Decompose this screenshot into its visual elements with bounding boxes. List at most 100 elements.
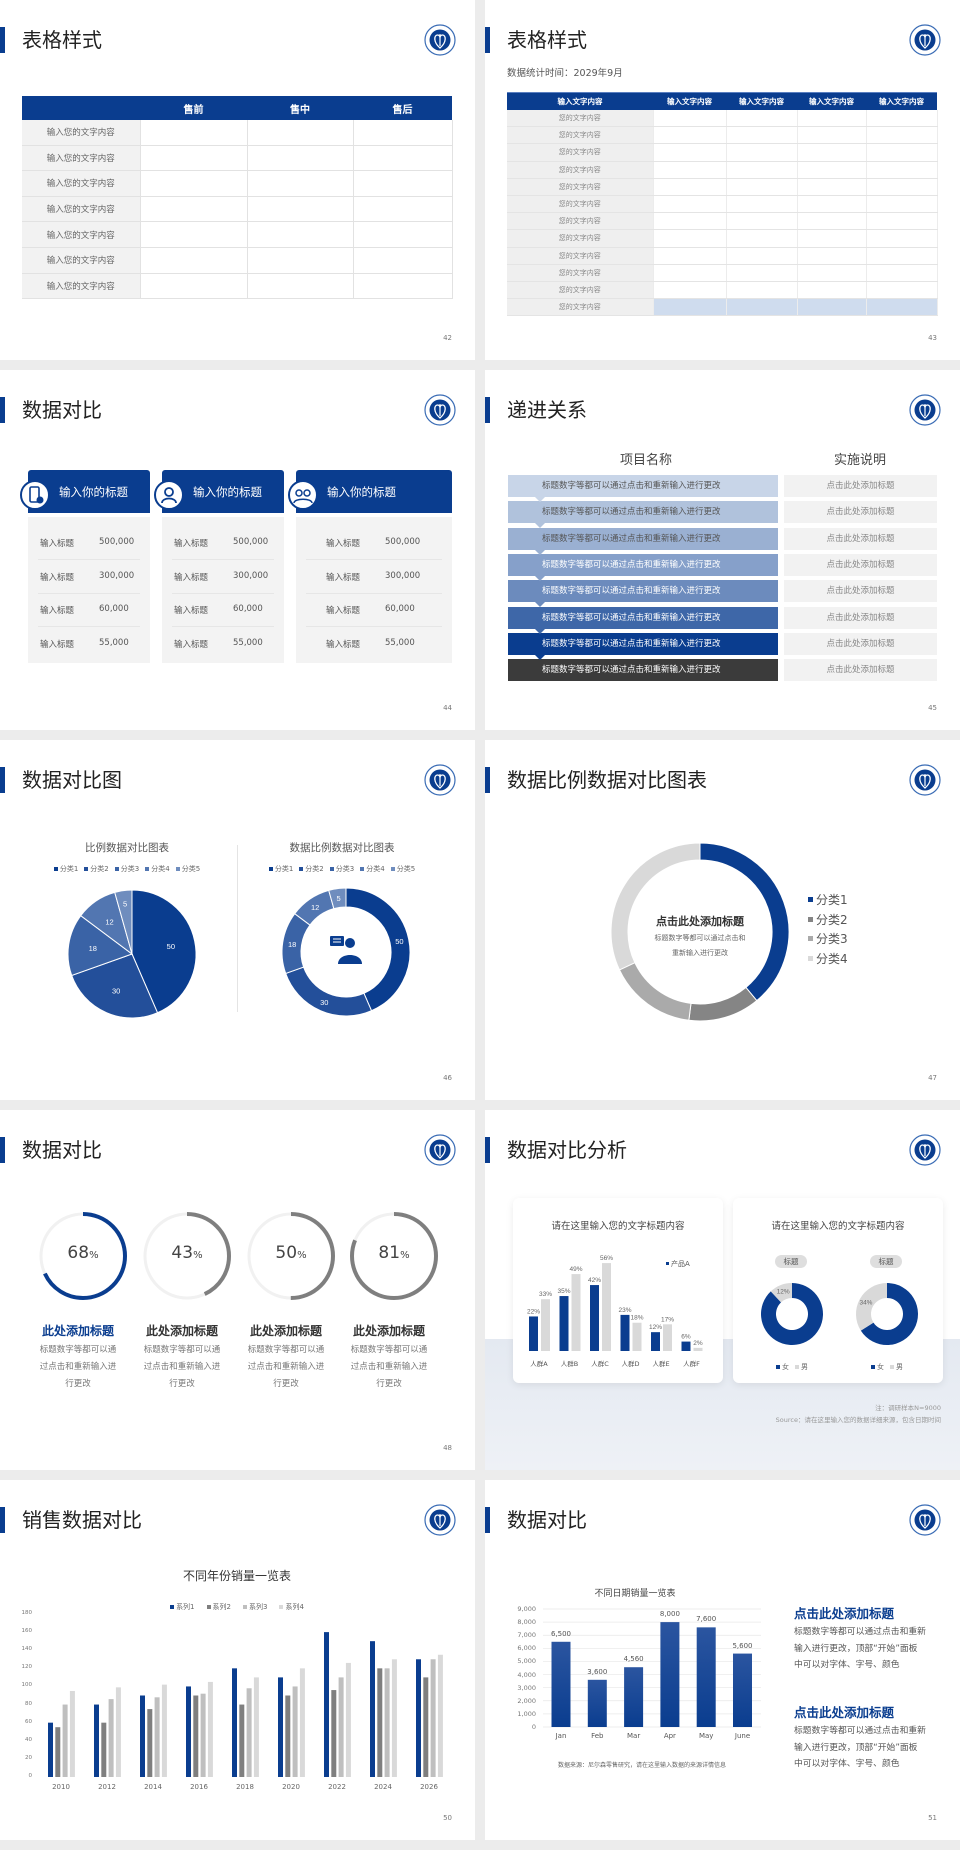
- row-label: 输入标题: [40, 606, 75, 617]
- table-cell[interactable]: [247, 145, 354, 172]
- table-cell[interactable]: [797, 195, 867, 214]
- table-cell[interactable]: [140, 221, 248, 248]
- table-cell[interactable]: [653, 212, 727, 231]
- table-cell[interactable]: [726, 212, 798, 231]
- table-cell[interactable]: [866, 195, 938, 214]
- table-cell[interactable]: [653, 195, 727, 214]
- table-cell[interactable]: [726, 247, 798, 265]
- table-cell[interactable]: [247, 170, 354, 197]
- step-note[interactable]: 点击此处添加标题: [784, 527, 937, 550]
- table-cell[interactable]: [353, 145, 453, 172]
- table-cell[interactable]: [797, 126, 867, 145]
- table-cell[interactable]: [866, 143, 938, 162]
- block-heading[interactable]: 点击此处添加标题: [794, 1606, 895, 1621]
- table-cell[interactable]: [653, 143, 727, 162]
- highlighted-cell[interactable]: [866, 298, 938, 317]
- table-cell[interactable]: [866, 264, 938, 282]
- block-text: 输入进行更改，顶部“开始”面板: [794, 1742, 918, 1753]
- table-cell[interactable]: [797, 247, 867, 265]
- item-title[interactable]: 此处添加标题: [352, 1324, 425, 1338]
- table-cell[interactable]: [353, 170, 453, 197]
- table-cell[interactable]: [797, 212, 867, 231]
- progression-step[interactable]: 标题数字等都可以通过点击和重新输入进行更改: [508, 527, 778, 555]
- step-note[interactable]: 点击此处添加标题: [784, 553, 937, 576]
- table-cell[interactable]: [140, 120, 248, 146]
- table-cell[interactable]: [353, 120, 453, 146]
- table-cell[interactable]: [797, 143, 867, 162]
- progression-step[interactable]: 标题数字等都可以通过点击和重新输入进行更改: [508, 475, 778, 502]
- table-cell[interactable]: [726, 161, 798, 179]
- table-cell[interactable]: [726, 126, 798, 145]
- table-cell[interactable]: [726, 143, 798, 162]
- table-cell[interactable]: [653, 281, 727, 300]
- table-cell[interactable]: [726, 110, 798, 128]
- table-cell[interactable]: [866, 110, 938, 128]
- table-cell[interactable]: [247, 196, 354, 223]
- table-cell[interactable]: [866, 126, 938, 145]
- table-cell[interactable]: [797, 229, 867, 248]
- step-note[interactable]: 点击此处添加标题: [784, 632, 937, 655]
- table-cell[interactable]: [726, 229, 798, 248]
- highlighted-cell[interactable]: [726, 298, 798, 317]
- table-cell[interactable]: [140, 170, 248, 197]
- item-title[interactable]: 此处添加标题: [41, 1324, 114, 1338]
- item-title[interactable]: 此处添加标题: [145, 1324, 218, 1338]
- table-row: 您的文字内容: [507, 178, 938, 196]
- progression-step[interactable]: 标题数字等都可以通过点击和重新输入进行更改: [508, 501, 778, 529]
- step-note[interactable]: 点击此处添加标题: [784, 580, 937, 603]
- table-cell[interactable]: [653, 161, 727, 179]
- table-cell[interactable]: [726, 281, 798, 300]
- table-cell[interactable]: [726, 264, 798, 282]
- progression-step[interactable]: 标题数字等都可以通过点击和重新输入进行更改: [508, 553, 778, 581]
- data-label: 12: [311, 903, 319, 912]
- progression-step[interactable]: 标题数字等都可以通过点击和重新输入进行更改: [508, 580, 778, 608]
- table-cell[interactable]: [653, 178, 727, 196]
- table-cell[interactable]: [797, 281, 867, 300]
- item-description: 行更改: [169, 1379, 195, 1389]
- progression-step[interactable]: 标题数字等都可以通过点击和重新输入进行更改: [508, 632, 778, 660]
- step-note[interactable]: 点击此处添加标题: [784, 475, 937, 497]
- table-cell[interactable]: [866, 161, 938, 179]
- table-cell[interactable]: [140, 145, 248, 172]
- table-cell[interactable]: [247, 120, 354, 146]
- item-description: 标题数字等都可以通: [350, 1345, 428, 1355]
- highlighted-cell[interactable]: [653, 298, 727, 317]
- table-cell[interactable]: [866, 247, 938, 265]
- table-cell[interactable]: [726, 178, 798, 196]
- table-cell[interactable]: [140, 196, 248, 223]
- table-cell[interactable]: [797, 264, 867, 282]
- block-heading[interactable]: 点击此处添加标题: [794, 1705, 895, 1720]
- table-cell[interactable]: [653, 229, 727, 248]
- step-note[interactable]: 点击此处添加标题: [784, 501, 937, 524]
- table-cell[interactable]: [353, 221, 453, 248]
- table-cell[interactable]: [353, 273, 453, 300]
- table-cell[interactable]: [797, 161, 867, 179]
- legend-swatch: [890, 1365, 894, 1369]
- table-cell[interactable]: [866, 281, 938, 300]
- table-cell[interactable]: [866, 178, 938, 196]
- table-cell[interactable]: [653, 110, 727, 128]
- agent-speech-bubble-icon: [330, 936, 344, 946]
- item-title[interactable]: 此处添加标题: [249, 1324, 322, 1338]
- table-cell[interactable]: [866, 229, 938, 248]
- table-cell[interactable]: [797, 178, 867, 196]
- table-cell[interactable]: [247, 273, 354, 300]
- center-title[interactable]: 点击此处添加标题: [656, 915, 744, 928]
- progression-step[interactable]: 标题数字等都可以通过点击和重新输入进行更改: [508, 659, 778, 682]
- table-cell[interactable]: [726, 195, 798, 214]
- step-note[interactable]: 点击此处添加标题: [784, 606, 937, 629]
- step-note[interactable]: 点击此处添加标题: [784, 659, 937, 682]
- table-cell[interactable]: [653, 264, 727, 282]
- highlighted-cell[interactable]: [797, 298, 867, 317]
- table-cell[interactable]: [866, 212, 938, 231]
- progression-step[interactable]: 标题数字等都可以通过点击和重新输入进行更改: [508, 606, 778, 634]
- table-cell[interactable]: [653, 247, 727, 265]
- table-cell[interactable]: [353, 247, 453, 274]
- table-cell[interactable]: [247, 221, 354, 248]
- table-cell[interactable]: [247, 247, 354, 274]
- table-cell[interactable]: [140, 273, 248, 300]
- table-cell[interactable]: [797, 110, 867, 128]
- table-cell[interactable]: [140, 247, 248, 274]
- table-cell[interactable]: [353, 196, 453, 223]
- table-cell[interactable]: [653, 126, 727, 145]
